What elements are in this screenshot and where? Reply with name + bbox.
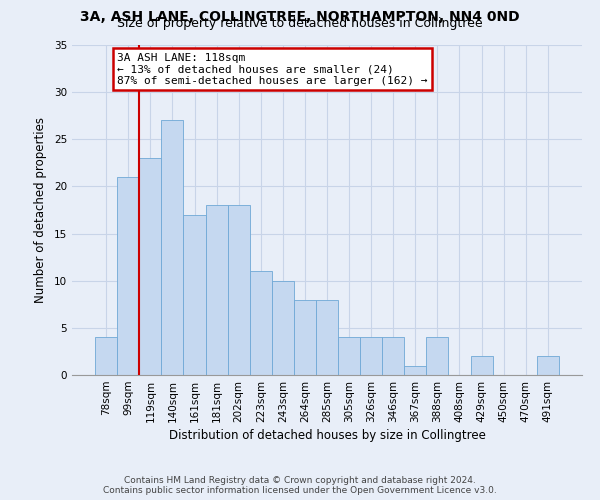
- Text: Size of property relative to detached houses in Collingtree: Size of property relative to detached ho…: [117, 18, 483, 30]
- Bar: [360, 338, 382, 375]
- Bar: [427, 338, 448, 375]
- Bar: [470, 356, 493, 375]
- Bar: [184, 214, 206, 375]
- Y-axis label: Number of detached properties: Number of detached properties: [34, 117, 47, 303]
- Bar: [227, 206, 250, 375]
- Bar: [139, 158, 161, 375]
- Bar: [206, 206, 227, 375]
- Bar: [161, 120, 184, 375]
- Text: 3A ASH LANE: 118sqm
← 13% of detached houses are smaller (24)
87% of semi-detach: 3A ASH LANE: 118sqm ← 13% of detached ho…: [117, 52, 428, 86]
- X-axis label: Distribution of detached houses by size in Collingtree: Distribution of detached houses by size …: [169, 429, 485, 442]
- Bar: [338, 338, 360, 375]
- Bar: [316, 300, 338, 375]
- Text: Contains HM Land Registry data © Crown copyright and database right 2024.
Contai: Contains HM Land Registry data © Crown c…: [103, 476, 497, 495]
- Bar: [404, 366, 427, 375]
- Bar: [537, 356, 559, 375]
- Bar: [294, 300, 316, 375]
- Bar: [117, 177, 139, 375]
- Bar: [250, 272, 272, 375]
- Bar: [95, 338, 117, 375]
- Bar: [382, 338, 404, 375]
- Text: 3A, ASH LANE, COLLINGTREE, NORTHAMPTON, NN4 0ND: 3A, ASH LANE, COLLINGTREE, NORTHAMPTON, …: [80, 10, 520, 24]
- Bar: [272, 280, 294, 375]
